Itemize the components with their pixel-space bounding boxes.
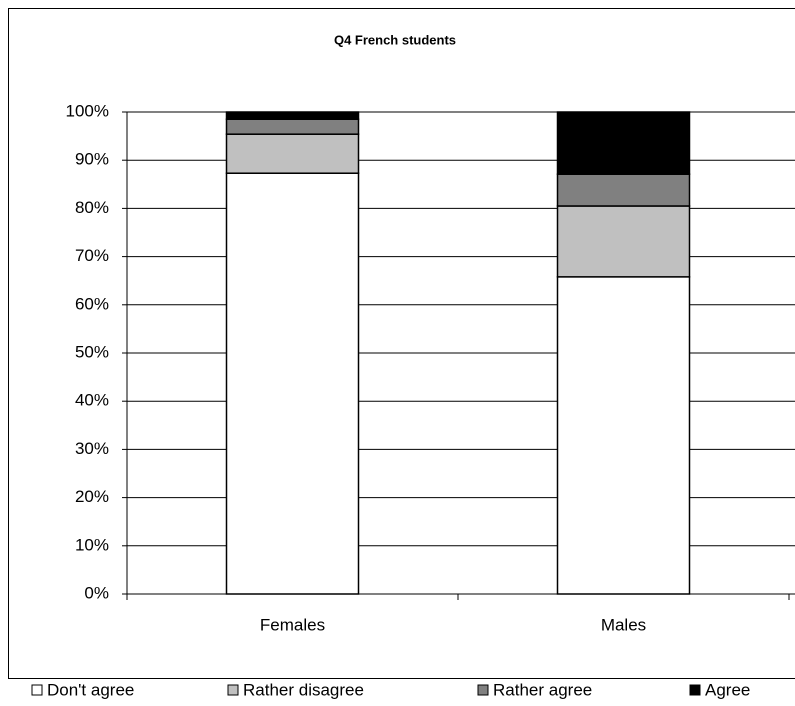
legend-swatch xyxy=(31,684,43,696)
x-tick-label: Males xyxy=(601,615,646,634)
y-tick-label: 100% xyxy=(66,101,109,120)
bar-segment xyxy=(225,172,360,595)
y-tick-label: 10% xyxy=(75,535,109,554)
legend-label: Rather agree xyxy=(493,680,592,699)
bar-segment xyxy=(556,276,691,595)
chart-title: Q4 French students xyxy=(334,32,456,47)
y-tick-label: 50% xyxy=(75,342,109,361)
y-tick-label: 30% xyxy=(75,439,109,458)
y-tick-label: 20% xyxy=(75,487,109,506)
legend-swatch xyxy=(477,684,489,696)
legend-swatch xyxy=(227,684,239,696)
bar-segment xyxy=(556,173,691,207)
y-tick-label: 60% xyxy=(75,294,109,313)
legend-label: Rather disagree xyxy=(243,680,364,699)
bar-segment xyxy=(225,111,360,120)
y-tick-label: 0% xyxy=(84,583,109,602)
y-tick-label: 40% xyxy=(75,391,109,410)
legend-label: Don't agree xyxy=(47,680,134,699)
y-tick-label: 70% xyxy=(75,246,109,265)
bar-segment xyxy=(556,111,691,175)
legend-label: Agree xyxy=(705,680,750,699)
legend-swatch xyxy=(689,684,701,696)
y-tick-label: 80% xyxy=(75,198,109,217)
y-tick-label: 90% xyxy=(75,150,109,169)
bar-segment xyxy=(225,118,360,135)
x-tick-label: Females xyxy=(260,615,325,634)
bar-segment xyxy=(225,133,360,174)
bar-segment xyxy=(556,205,691,278)
